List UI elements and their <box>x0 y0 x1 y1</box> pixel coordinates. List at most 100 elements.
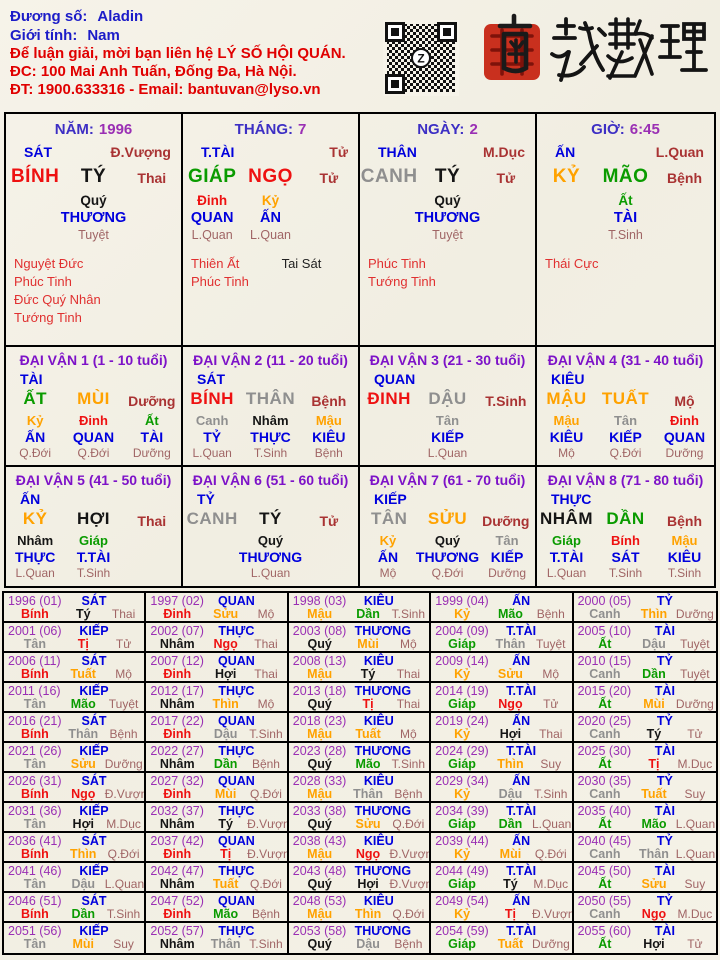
year-number: 2010 (15) <box>577 654 632 668</box>
year-stage: Dưỡng <box>675 697 714 711</box>
year-stage: Tử <box>687 727 703 741</box>
year-cell: 2018 (23) KIÊU Mậu Tuất Mộ <box>288 713 432 743</box>
hidden-stage: L.Quan <box>249 228 291 242</box>
year-branch: Tị <box>362 697 374 711</box>
year-number: 2037 (42) <box>150 834 204 848</box>
year-cell: 2034 (39) T.TÀI Giáp Dần L.Quan <box>431 803 574 833</box>
pillar-stage: Mộ <box>674 393 695 409</box>
year-branch: Mùi <box>357 637 379 651</box>
year-number: 2012 (17) <box>150 684 204 698</box>
year-branch: Thìn <box>212 697 239 711</box>
year-branch: Hợi <box>357 877 379 891</box>
year-branch: Sửu <box>70 757 96 771</box>
year-stem: Nhâm <box>159 637 195 651</box>
year-cell: 2050 (55) TỶ Canh Ngọ M.Dục <box>573 893 716 923</box>
year-branch: Dần <box>498 817 523 831</box>
year-stem: Tân <box>23 877 46 891</box>
year-god-label: KIÊU <box>363 714 394 728</box>
hidden-god: THƯƠNG <box>238 549 303 565</box>
pillar-3: NGÀY: 2 THÂN M.Dục CANH TÝ Tử Quý THƯƠNG Tuyệt Phú… <box>360 114 537 347</box>
year-stage: Suy <box>540 757 562 771</box>
subject-name-line: Đương số: Aladin <box>10 7 720 26</box>
year-god-label: KIÊU <box>363 594 394 608</box>
pillar-branch: TÝ <box>259 509 282 528</box>
year-number: 2030 (35) <box>577 774 632 788</box>
year-stem: Nhâm <box>159 757 195 771</box>
pillar-4: GIỜ: 6:45 ẤN L.Quan KỶ MÃO Bệnh Ất TÀI T.Sinh Thái… <box>537 114 714 347</box>
dai-van-god-label: TÀI <box>20 371 43 387</box>
year-cell: 2010 (15) TỶ Canh Dần Tuyệt <box>573 653 716 683</box>
year-branch: Dần <box>356 607 380 621</box>
year-stem: Ất <box>598 937 612 951</box>
qr-code-icon: Z <box>383 20 459 96</box>
year-stage: Đ.Vượng <box>104 787 145 801</box>
hidden-stage: L.Quan <box>192 445 232 460</box>
hidden-god: ẤN <box>25 429 46 445</box>
pillar-stem: NHÂM <box>540 509 593 528</box>
year-god-label: ẤN <box>512 774 531 788</box>
year-stem: Kỷ <box>454 607 471 621</box>
year-cell: 1998 (03) KIÊU Mậu Dần T.Sinh <box>288 593 432 623</box>
year-number: 2036 (41) <box>8 834 62 848</box>
dai-van-2: ĐẠI VẬN 2 (11 - 20 tuổi) SÁT BÍNH THÂN Bệnh C… <box>183 347 360 467</box>
dai-van-1: ĐẠI VẬN 1 (1 - 10 tuổi) TÀI ẤT MÙI Dưỡng Kỷ ẤN… <box>6 347 183 467</box>
year-branch: Hợi <box>643 937 665 951</box>
year-branch: Tuất <box>641 787 667 801</box>
year-branch: Tị <box>77 637 89 651</box>
year-stage: Mộ <box>400 637 417 651</box>
year-branch: Ngọ <box>355 847 381 861</box>
year-stem: Đinh <box>163 727 192 741</box>
year-stem: Bính <box>20 667 49 681</box>
year-god-label: ẤN <box>512 834 531 848</box>
pillar-title: THÁNG: 7 <box>183 121 358 138</box>
hidden-stage: T.Sinh <box>76 565 111 580</box>
year-branch: Sửu <box>641 877 667 891</box>
year-stage: Suy <box>684 787 706 801</box>
subject-name-value: Aladin <box>97 8 144 25</box>
pillar-stem: KỶ <box>552 166 581 187</box>
year-cell: 2023 (28) THƯƠNG Quý Mão T.Sinh <box>288 743 432 773</box>
hidden-stage: L.Quan <box>250 565 291 580</box>
year-cell: 2044 (49) T.TÀI Giáp Tý M.Dục <box>431 863 574 893</box>
year-cell: 2025 (30) TÀI Ất Tị M.Dục <box>573 743 716 773</box>
dai-van-title: ĐẠI VẬN 6 (51 - 60 tuổi) <box>192 472 349 488</box>
year-branch: Mão <box>641 817 667 831</box>
year-god-label: ẤN <box>512 594 531 608</box>
hidden-stage: T.Sinh <box>608 565 643 580</box>
year-number: 2049 (54) <box>435 894 489 908</box>
year-stem: Ất <box>598 757 612 771</box>
dai-van-7: ĐẠI VẬN 7 (61 - 70 tuổi) KIẾP TÂN SỬU Dưỡng K… <box>360 467 537 586</box>
year-god-label: T.TÀI <box>506 924 537 938</box>
year-branch: Tuất <box>70 667 96 681</box>
year-branch: Thìn <box>70 847 97 861</box>
year-number: 2031 (36) <box>8 804 62 818</box>
year-cell: 2043 (48) THƯƠNG Quý Hợi Đ.Vượng <box>288 863 432 893</box>
hidden-stem: Mậu <box>315 413 342 428</box>
year-branch: Dậu <box>71 877 96 891</box>
year-god-label: QUAN <box>217 894 255 908</box>
year-stage: Mộ <box>257 607 275 621</box>
year-stage: T.Sinh <box>391 757 426 771</box>
year-stage: Q.Đới <box>250 787 282 801</box>
year-stage: Bệnh <box>394 937 423 951</box>
dai-van-god-label: KIẾP <box>374 491 407 507</box>
pillar-stem: BÍNH <box>10 166 60 187</box>
hidden-stage: L.Quan <box>427 445 468 460</box>
year-god-label: QUAN <box>217 714 255 728</box>
year-stem: Bính <box>20 907 49 921</box>
year-branch: Tuất <box>212 877 239 891</box>
year-branch: Mùi <box>214 787 237 801</box>
hidden-stem: Giáp <box>79 533 108 548</box>
year-god-label: KIÊU <box>363 654 394 668</box>
year-cell: 2048 (53) KIÊU Mậu Thìn Q.Đới <box>288 893 432 923</box>
year-stage: Đ.Vượng <box>389 877 430 891</box>
pillar-god-label: ẤN <box>555 144 576 160</box>
year-number: 2050 (55) <box>577 894 632 908</box>
year-cell: 2014 (19) T.TÀI Giáp Ngọ Tử <box>431 683 574 713</box>
hidden-stage: T.Sinh <box>667 565 702 580</box>
year-cell: 2029 (34) ẤN Kỷ Dậu T.Sinh <box>431 773 574 803</box>
year-stage: Tuyệt <box>680 637 710 651</box>
year-stem: Quý <box>307 757 332 771</box>
hidden-stage: Q.Đới <box>609 445 642 460</box>
pillar-title-value: 6:45 <box>629 121 660 138</box>
